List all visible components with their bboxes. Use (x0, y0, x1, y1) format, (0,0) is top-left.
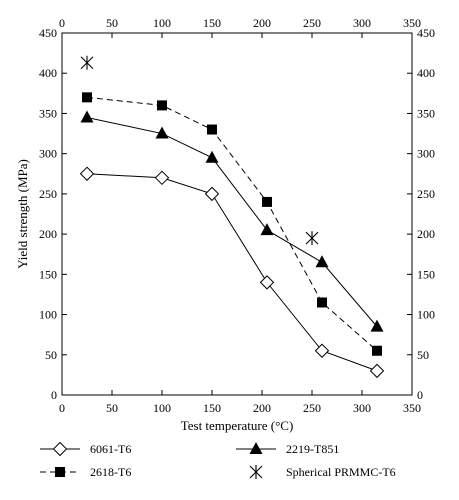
series-2618-t6 (82, 92, 382, 356)
legend-item-6061-t6: 6061-T6 (40, 441, 131, 457)
data-point-6061-t6 (314, 343, 330, 358)
data-point-2618-t6 (157, 100, 167, 111)
series-line-2618-t6 (86, 96, 378, 352)
y-tick-label-right: 150 (417, 267, 435, 281)
y-tick-label-left: 350 (39, 106, 57, 120)
x-axis-title: Test temperature (°C) (181, 418, 294, 433)
y-tick-label-right: 250 (417, 187, 435, 201)
data-point-6061-t6 (204, 186, 220, 202)
series-6061-t6 (79, 166, 385, 379)
x-tick-label-top: 100 (153, 16, 171, 30)
y-tick-label-right: 400 (417, 66, 435, 80)
y-tick-label-right: 450 (417, 26, 435, 40)
legend-label: 2618-T6 (90, 465, 131, 479)
y-tick-label-left: 200 (39, 227, 57, 241)
legend-marker (52, 441, 68, 457)
data-point-6061-t6 (154, 170, 170, 186)
x-tick-label-top: 200 (253, 16, 271, 30)
x-tick-label-bottom: 0 (59, 401, 65, 415)
legend-marker (55, 467, 65, 477)
x-tick-label-top: 250 (303, 16, 321, 30)
y-tick-label-left: 50 (45, 348, 57, 362)
y-tick-label-left: 100 (39, 308, 57, 322)
x-tick-label-top: 350 (403, 16, 421, 30)
y-tick-label-right: 0 (417, 388, 423, 402)
data-point-2219-t851 (80, 110, 94, 123)
y-tick-label-right: 300 (417, 147, 435, 161)
series-spherical-prmmc-t6 (80, 55, 319, 246)
x-tick-label-top: 0 (59, 16, 65, 30)
y-tick-label-left: 250 (39, 187, 57, 201)
x-tick-label-bottom: 350 (403, 401, 421, 415)
x-tick-label-top: 300 (353, 16, 371, 30)
data-point-2219-t851 (260, 223, 274, 236)
y-tick-label-left: 150 (39, 267, 57, 281)
y-tick-label-left: 400 (39, 66, 57, 80)
series-line-2219-t851 (86, 116, 378, 327)
legend: 6061-T6 2618-T6 2219-T851 Spherical PRMMC-T… (40, 441, 396, 479)
legend-label: 6061-T6 (90, 442, 131, 456)
series-layer (79, 55, 385, 379)
x-tick-label-bottom: 200 (253, 401, 271, 415)
x-tick-label-bottom: 300 (353, 401, 371, 415)
y-tick-label-left: 300 (39, 147, 57, 161)
x-tick-label-top: 150 (203, 16, 221, 30)
data-point-6061-t6 (259, 275, 275, 290)
data-point-2219-t851 (315, 255, 329, 268)
legend-marker (249, 442, 263, 454)
axis-ticks: 0050501001001501502002002502503003003503… (39, 16, 435, 415)
y-axis-title: Yield strength (MPa) (15, 159, 30, 269)
data-point-2618-t6 (82, 92, 92, 103)
y-tick-label-left: 450 (39, 26, 57, 40)
x-tick-label-bottom: 150 (203, 401, 221, 415)
legend-item-2618-t6: 2618-T6 (40, 465, 131, 479)
y-tick-label-left: 0 (51, 388, 57, 402)
series-line-6061-t6 (86, 173, 378, 372)
data-point-2618-t6 (317, 297, 327, 308)
data-point-spherical-prmmc-t6 (80, 55, 94, 70)
data-point-6061-t6 (369, 363, 385, 379)
plot-frame (61, 32, 413, 396)
data-point-2618-t6 (262, 196, 272, 207)
y-tick-label-right: 350 (417, 106, 435, 120)
data-point-2219-t851 (205, 150, 219, 163)
legend-item-2219-t851: 2219-T851 (236, 442, 339, 456)
data-point-2219-t851 (155, 126, 169, 139)
legend-label: Spherical PRMMC-T6 (286, 465, 396, 479)
data-point-2618-t6 (372, 345, 382, 356)
legend-marker (249, 465, 263, 479)
data-point-spherical-prmmc-t6 (305, 231, 319, 246)
x-tick-label-bottom: 250 (303, 401, 321, 415)
data-point-2618-t6 (207, 124, 217, 135)
y-tick-label-right: 100 (417, 308, 435, 322)
x-tick-label-bottom: 100 (153, 401, 171, 415)
legend-item-spherical-prmmc-t6: Spherical PRMMC-T6 (249, 465, 396, 479)
y-tick-label-right: 50 (417, 348, 429, 362)
data-point-2219-t851 (370, 319, 384, 332)
y-tick-label-right: 200 (417, 227, 435, 241)
x-tick-label-bottom: 50 (106, 401, 118, 415)
series-2219-t851 (80, 110, 384, 332)
data-point-6061-t6 (79, 166, 95, 181)
x-tick-label-top: 50 (106, 16, 118, 30)
legend-label: 2219-T851 (286, 442, 339, 456)
